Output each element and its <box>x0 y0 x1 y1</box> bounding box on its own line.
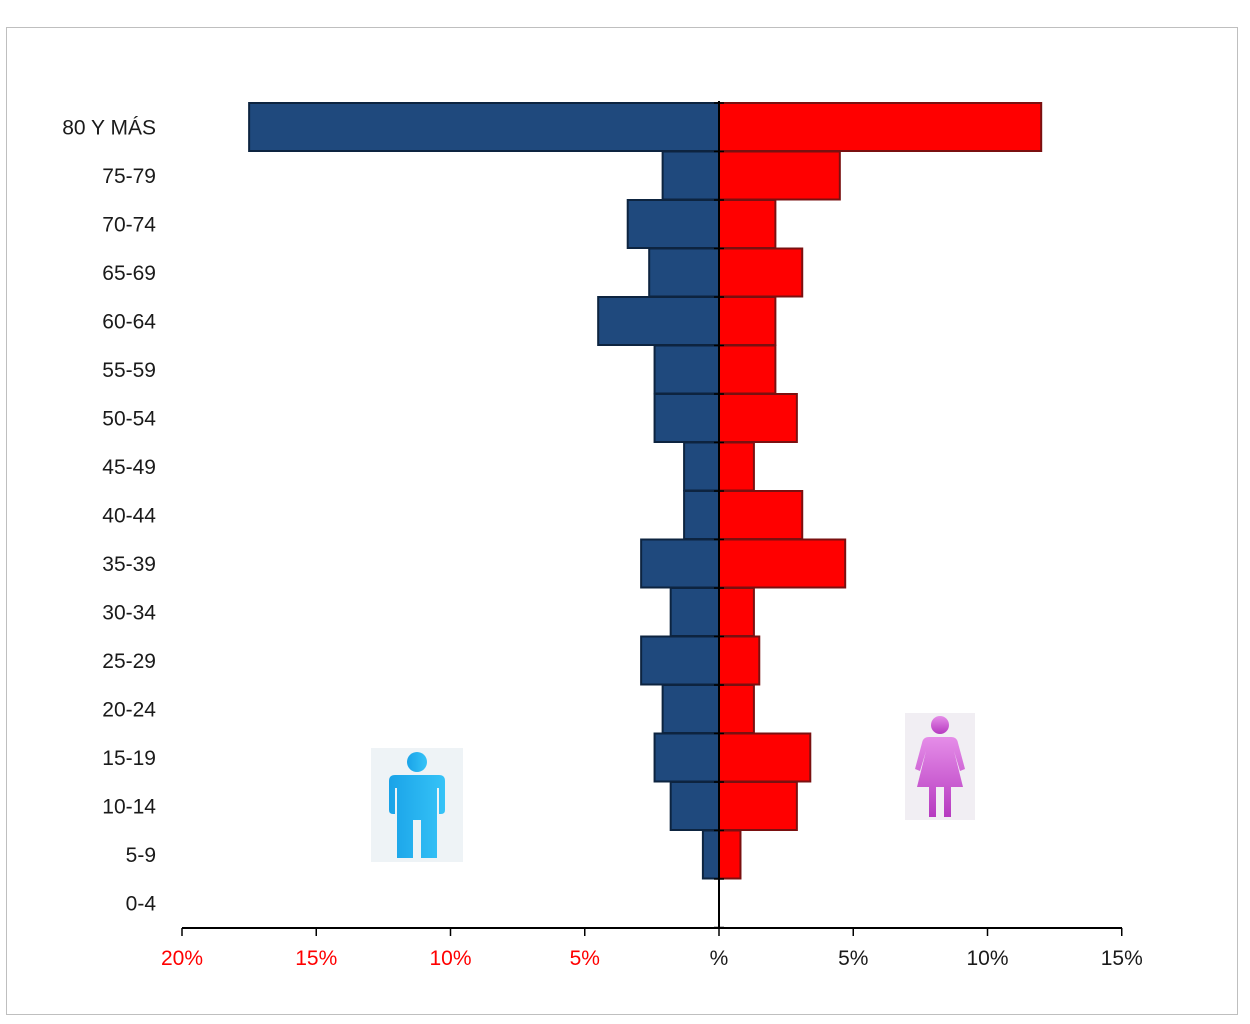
male-bar <box>669 781 720 831</box>
male-bar <box>701 829 721 880</box>
chart-frame <box>6 27 1238 1015</box>
axes-group <box>181 101 1123 936</box>
female-bar <box>718 441 755 492</box>
bars-group <box>248 102 1043 880</box>
category-label: 45-49 <box>102 456 156 479</box>
category-label: 10-14 <box>102 795 156 818</box>
female-bar <box>718 732 812 783</box>
female-bar <box>718 684 755 734</box>
category-label: 25-29 <box>102 650 156 673</box>
category-label: 60-64 <box>102 310 156 333</box>
category-label: 0-4 <box>126 892 157 915</box>
female-bar <box>718 635 761 686</box>
male-bar <box>648 247 720 298</box>
male-bar <box>661 150 720 201</box>
category-label: 55-59 <box>102 359 156 382</box>
category-label: 65-69 <box>102 262 156 285</box>
male-bar <box>640 538 721 589</box>
category-labels: 80 Y MÁS 75-79 70-74 65-69 60-64 55-59 50-54 45… <box>62 116 156 915</box>
category-label: 30-34 <box>102 601 156 624</box>
male-bar <box>597 296 720 346</box>
category-label: 20-24 <box>102 698 156 721</box>
male-bar <box>669 587 720 637</box>
female-bar <box>718 150 841 201</box>
x-tick-label: 10% <box>429 947 471 970</box>
male-bar <box>640 635 721 686</box>
x-tick-label: 15% <box>1101 947 1143 970</box>
x-tick-label: 10% <box>966 947 1008 970</box>
category-label: 40-44 <box>102 504 156 527</box>
x-tick-label: % <box>710 947 729 970</box>
male-bar <box>683 490 720 540</box>
category-label: 70-74 <box>102 213 156 236</box>
category-label: 15-19 <box>102 747 156 770</box>
x-tick-labels: 20% 15% 10% 5%% 5% 10% 15% <box>161 947 1143 970</box>
x-tick-label: 5% <box>570 947 600 970</box>
category-label: 80 Y MÁS <box>62 116 156 139</box>
female-bar <box>718 587 755 637</box>
female-bar <box>718 344 777 395</box>
male-bar <box>653 344 720 395</box>
female-bar <box>718 296 777 346</box>
male-bar <box>653 393 720 443</box>
female-person-icon <box>905 713 975 820</box>
male-bar <box>683 441 720 492</box>
male-bar <box>248 102 720 152</box>
female-bar <box>718 199 777 249</box>
x-tick-label: 15% <box>295 947 337 970</box>
female-bar <box>718 490 804 540</box>
female-bar <box>718 247 804 298</box>
x-tick-label: 5% <box>838 947 868 970</box>
male-bar <box>653 732 720 783</box>
male-person-icon <box>371 748 463 862</box>
male-bar <box>661 684 720 734</box>
female-bar <box>718 781 798 831</box>
female-bar <box>718 538 847 589</box>
male-bar <box>626 199 721 249</box>
female-bar <box>718 393 798 443</box>
female-bar <box>718 829 742 880</box>
category-label: 75-79 <box>102 165 156 188</box>
female-bar <box>718 102 1043 152</box>
category-label: 5-9 <box>126 844 156 867</box>
category-label: 50-54 <box>102 407 156 430</box>
category-label: 35-39 <box>102 553 156 576</box>
x-tick-label: 20% <box>161 947 203 970</box>
